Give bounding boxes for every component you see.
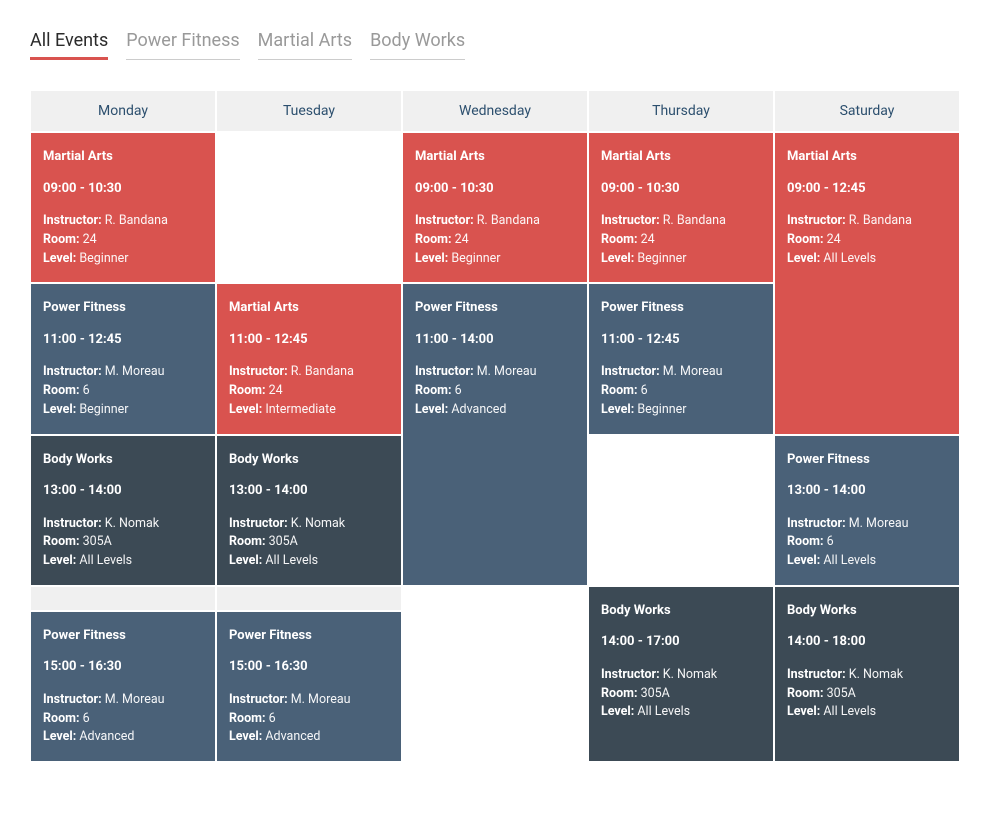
event-card[interactable]: Power Fitness 11:00 - 14:00 Instructor: M.… [402, 283, 588, 586]
event-time: 14:00 - 18:00 [787, 632, 947, 652]
event-time: 13:00 - 14:00 [43, 481, 203, 501]
event-title: Martial Arts [787, 147, 947, 167]
event-meta: Instructor: K. NomakRoom: 305ALevel: All… [787, 666, 947, 722]
event-card[interactable]: Martial Arts 09:00 - 10:30 Instructor: R. … [588, 132, 774, 283]
event-time: 11:00 - 12:45 [601, 330, 761, 350]
event-time: 15:00 - 16:30 [229, 657, 389, 677]
day-header-wednesday: Wednesday [402, 90, 588, 132]
day-header-monday: Monday [30, 90, 216, 132]
event-title: Power Fitness [43, 626, 203, 646]
event-title: Body Works [229, 450, 389, 470]
event-time: 13:00 - 14:00 [787, 481, 947, 501]
filter-tabs: All Events Power Fitness Martial Arts Body … [30, 30, 960, 60]
event-card[interactable]: Power Fitness 15:00 - 16:30 Instructor: M.… [30, 611, 216, 762]
event-meta: Instructor: R. BandanaRoom: 24Level: All… [787, 212, 947, 268]
event-time: 11:00 - 14:00 [415, 330, 575, 350]
event-time: 09:00 - 10:30 [43, 179, 203, 199]
event-card[interactable]: Body Works 14:00 - 18:00 Instructor: K. No… [774, 586, 960, 762]
tab-power-fitness[interactable]: Power Fitness [126, 30, 239, 60]
event-title: Martial Arts [415, 147, 575, 167]
event-card[interactable]: Power Fitness 11:00 - 12:45 Instructor: M.… [588, 283, 774, 434]
event-meta: Instructor: R. BandanaRoom: 24Level: Int… [229, 363, 389, 419]
event-meta: Instructor: M. MoreauRoom: 6Level: Advan… [415, 363, 575, 419]
event-title: Power Fitness [601, 298, 761, 318]
event-title: Body Works [787, 601, 947, 621]
event-time: 09:00 - 12:45 [787, 179, 947, 199]
day-header-saturday: Saturday [774, 90, 960, 132]
event-card[interactable]: Martial Arts 11:00 - 12:45 Instructor: R. … [216, 283, 402, 434]
event-meta: Instructor: M. MoreauRoom: 6Level: Begin… [601, 363, 761, 419]
event-meta: Instructor: R. BandanaRoom: 24Level: Beg… [43, 212, 203, 268]
event-card[interactable]: Power Fitness 13:00 - 14:00 Instructor: M.… [774, 435, 960, 586]
event-meta: Instructor: M. MoreauRoom: 6Level: Begin… [43, 363, 203, 419]
event-title: Martial Arts [43, 147, 203, 167]
event-time: 09:00 - 10:30 [601, 179, 761, 199]
schedule-grid: MondayTuesdayWednesdayThursdaySaturdayMa… [30, 90, 960, 762]
event-title: Body Works [601, 601, 761, 621]
empty-cell [588, 435, 774, 586]
event-meta: Instructor: K. NomakRoom: 305ALevel: All… [43, 515, 203, 571]
event-card[interactable]: Power Fitness 15:00 - 16:30 Instructor: M.… [216, 611, 402, 762]
event-title: Martial Arts [601, 147, 761, 167]
tab-martial-arts[interactable]: Martial Arts [258, 30, 352, 60]
event-time: 09:00 - 10:30 [415, 179, 575, 199]
event-card[interactable]: Body Works 14:00 - 17:00 Instructor: K. No… [588, 586, 774, 762]
event-title: Power Fitness [787, 450, 947, 470]
event-meta: Instructor: K. NomakRoom: 305ALevel: All… [229, 515, 389, 571]
gap-cell [30, 586, 216, 611]
event-time: 13:00 - 14:00 [229, 481, 389, 501]
event-time: 11:00 - 12:45 [43, 330, 203, 350]
event-time: 14:00 - 17:00 [601, 632, 761, 652]
empty-cell [216, 132, 402, 283]
day-header-thursday: Thursday [588, 90, 774, 132]
tab-all-events[interactable]: All Events [30, 30, 108, 60]
event-card[interactable]: Martial Arts 09:00 - 12:45 Instructor: R. … [774, 132, 960, 435]
event-card[interactable]: Power Fitness 11:00 - 12:45 Instructor: M.… [30, 283, 216, 434]
event-meta: Instructor: M. MoreauRoom: 6Level: Advan… [43, 691, 203, 747]
gap-cell [216, 586, 402, 611]
event-title: Martial Arts [229, 298, 389, 318]
event-card[interactable]: Martial Arts 09:00 - 10:30 Instructor: R. … [30, 132, 216, 283]
event-meta: Instructor: M. MoreauRoom: 6Level: All L… [787, 515, 947, 571]
event-meta: Instructor: K. NomakRoom: 305ALevel: All… [601, 666, 761, 722]
empty-cell [402, 586, 588, 762]
day-header-tuesday: Tuesday [216, 90, 402, 132]
event-meta: Instructor: R. BandanaRoom: 24Level: Beg… [601, 212, 761, 268]
event-meta: Instructor: M. MoreauRoom: 6Level: Advan… [229, 691, 389, 747]
event-card[interactable]: Martial Arts 09:00 - 10:30 Instructor: R. … [402, 132, 588, 283]
event-meta: Instructor: R. BandanaRoom: 24Level: Beg… [415, 212, 575, 268]
event-card[interactable]: Body Works 13:00 - 14:00 Instructor: K. No… [30, 435, 216, 586]
event-title: Body Works [43, 450, 203, 470]
event-title: Power Fitness [229, 626, 389, 646]
event-title: Power Fitness [415, 298, 575, 318]
tab-body-works[interactable]: Body Works [370, 30, 465, 60]
event-title: Power Fitness [43, 298, 203, 318]
event-time: 15:00 - 16:30 [43, 657, 203, 677]
event-card[interactable]: Body Works 13:00 - 14:00 Instructor: K. No… [216, 435, 402, 586]
event-time: 11:00 - 12:45 [229, 330, 389, 350]
